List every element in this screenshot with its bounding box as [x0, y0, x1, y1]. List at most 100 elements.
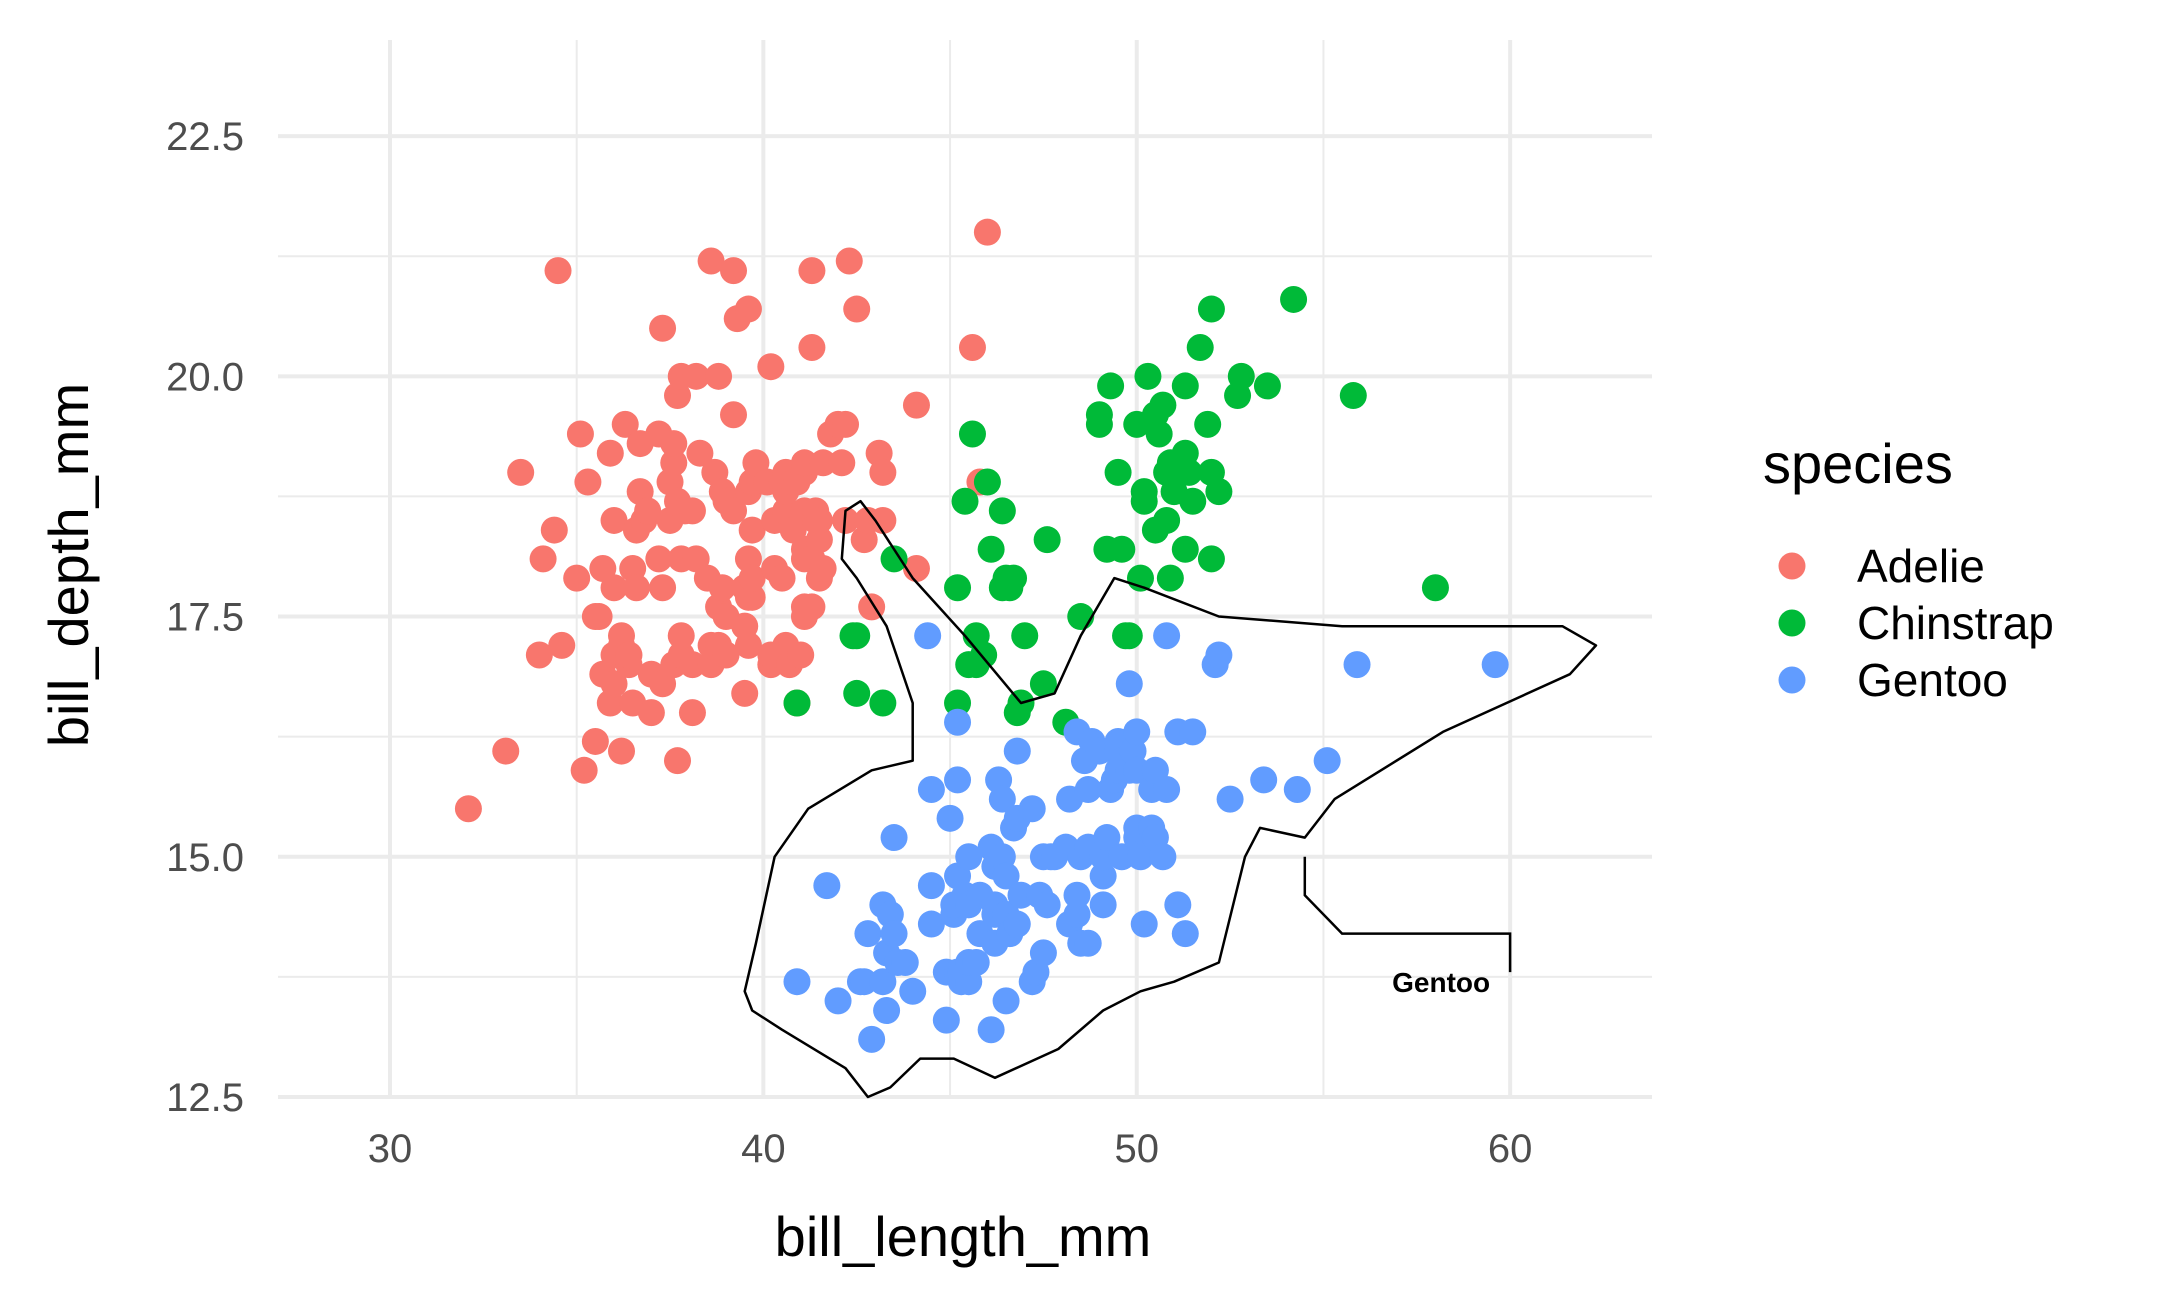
point-gentoo — [1074, 929, 1102, 957]
point-gentoo — [1205, 641, 1233, 669]
point-adelie — [738, 516, 766, 544]
point-gentoo — [917, 872, 945, 900]
point-adelie — [664, 747, 692, 775]
point-chinstrap — [1179, 487, 1207, 515]
point-chinstrap — [1253, 372, 1281, 400]
gentoo-leader-line — [1303, 856, 1512, 973]
point-gentoo — [891, 948, 919, 976]
point-gentoo — [977, 1016, 1005, 1044]
point-adelie — [611, 410, 639, 438]
point-chinstrap — [1280, 285, 1308, 313]
point-gentoo — [1093, 824, 1121, 852]
point-adelie — [548, 631, 576, 659]
y-tick-label: 12.5 — [166, 1076, 244, 1120]
point-gentoo — [962, 948, 990, 976]
point-adelie — [544, 257, 572, 285]
point-chinstrap — [944, 574, 972, 602]
point-adelie — [731, 679, 759, 707]
point-gentoo — [917, 776, 945, 804]
point-chinstrap — [1186, 333, 1214, 361]
point-chinstrap — [1067, 603, 1095, 631]
point-chinstrap — [1108, 535, 1136, 563]
point-gentoo — [880, 920, 908, 948]
point-gentoo — [1003, 910, 1031, 938]
point-gentoo — [1074, 776, 1102, 804]
point-gentoo — [1130, 910, 1158, 938]
point-chinstrap — [1149, 391, 1177, 419]
y-axis-title: bill_depth_mm — [37, 383, 100, 747]
point-gentoo — [813, 872, 841, 900]
point-gentoo — [992, 862, 1020, 890]
point-adelie — [649, 314, 677, 342]
point-gentoo — [1126, 843, 1154, 871]
point-adelie — [492, 737, 520, 765]
point-gentoo — [1123, 756, 1151, 784]
point-chinstrap — [1421, 574, 1449, 602]
point-adelie — [585, 603, 613, 631]
point-gentoo — [1149, 843, 1177, 871]
legend-key-adelie — [1778, 552, 1806, 580]
point-adelie — [596, 439, 624, 467]
point-gentoo — [850, 968, 878, 996]
point-adelie — [790, 449, 818, 477]
point-chinstrap — [973, 468, 1001, 496]
point-adelie — [637, 699, 665, 727]
point-adelie — [667, 622, 695, 650]
point-adelie — [529, 545, 557, 573]
point-adelie — [708, 574, 736, 602]
point-adelie — [869, 506, 897, 534]
point-adelie — [566, 420, 594, 448]
point-gentoo — [936, 804, 964, 832]
point-chinstrap — [869, 689, 897, 717]
point-adelie — [809, 555, 837, 582]
point-chinstrap — [1097, 372, 1125, 400]
point-chinstrap — [1130, 478, 1158, 506]
point-adelie — [622, 574, 650, 602]
point-gentoo — [914, 622, 942, 650]
point-adelie — [682, 362, 710, 390]
point-adelie — [660, 430, 688, 458]
point-adelie — [525, 641, 553, 669]
point-gentoo — [1171, 920, 1199, 948]
point-gentoo — [824, 987, 852, 1015]
legend-label-adelie: Adelie — [1857, 540, 1985, 592]
point-gentoo — [899, 977, 927, 1005]
point-chinstrap — [1085, 401, 1113, 429]
point-chinstrap — [843, 622, 871, 650]
legend-key-chinstrap — [1778, 609, 1806, 637]
point-gentoo — [1313, 747, 1341, 775]
point-adelie — [678, 651, 706, 679]
point-adelie — [805, 506, 833, 534]
point-gentoo — [1089, 862, 1117, 890]
point-adelie — [832, 410, 860, 438]
y-tick-label: 22.5 — [166, 115, 244, 159]
x-axis: 30 40 50 60 — [368, 1127, 1533, 1171]
legend-title: species — [1763, 432, 1953, 495]
point-gentoo — [880, 824, 908, 852]
point-adelie — [712, 641, 740, 669]
point-adelie — [686, 439, 714, 467]
point-gentoo — [917, 910, 945, 938]
point-adelie — [973, 218, 1001, 246]
y-tick-label: 17.5 — [166, 596, 244, 640]
point-gentoo — [1153, 622, 1181, 650]
legend-label-chinstrap: Chinstrap — [1857, 597, 2054, 649]
point-adelie — [843, 295, 871, 323]
point-chinstrap — [977, 535, 1005, 563]
x-tick-label: 40 — [741, 1127, 786, 1171]
point-chinstrap — [1171, 372, 1199, 400]
point-gentoo — [944, 708, 972, 736]
point-chinstrap — [944, 689, 972, 717]
point-chinstrap — [1011, 622, 1039, 650]
point-gentoo — [1108, 843, 1136, 871]
grid — [278, 40, 1652, 1099]
point-chinstrap — [1134, 362, 1162, 390]
point-adelie — [798, 593, 826, 621]
point-adelie — [734, 295, 762, 323]
point-adelie — [798, 333, 826, 361]
point-adelie — [600, 670, 628, 698]
point-adelie — [649, 574, 677, 602]
point-gentoo — [1179, 718, 1207, 746]
